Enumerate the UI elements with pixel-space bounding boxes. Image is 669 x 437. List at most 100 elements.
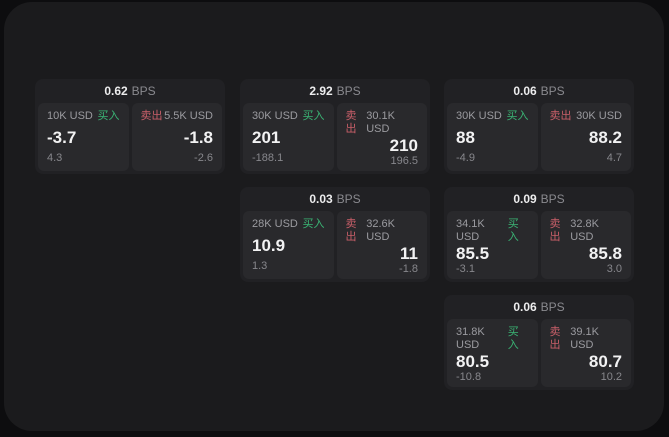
buy-size: 28K USD [252,218,298,230]
card-header: 2.92 BPS [240,79,430,103]
bps-unit-label: BPS [336,84,361,98]
sell-top-row: 卖出 32.6K USD [346,218,419,244]
buy-sub-value: -188.1 [252,152,284,164]
quote-card: 0.06 BPS 30K USD 买入 88 -4.9 卖出 30K USD 8… [444,79,634,174]
sell-sub-value: -1.8 [399,263,418,275]
buy-top-row: 31.8K USD 买入 [456,326,529,352]
sell-panel[interactable]: 卖出 32.6K USD 11 -1.8 [336,211,427,279]
sell-side-label: 卖出 [345,218,357,243]
buy-price: -3.7 [47,128,77,147]
sell-price: 11 [400,244,418,263]
sell-price: 88.2 [588,128,622,147]
sell-side-label: 卖出 [549,218,561,243]
bps-value: 0.06 [513,84,537,98]
sell-size: 32.8K USD [570,218,599,243]
buy-top-row: 30K USD 买入 [456,110,529,123]
quote-panels: 34.1K USD 买入 85.5 -3.1 卖出 32.8K USD 85.8… [444,211,634,282]
buy-size: 10K USD [47,110,93,122]
sell-size: 5.5K USD [164,110,213,122]
sell-top-row: 卖出 39.1K USD [550,326,623,352]
buy-price: 80.5 [456,352,490,371]
buy-side-label: 买入 [507,218,519,243]
quote-panels: 30K USD 买入 88 -4.9 卖出 30K USD 88.2 4.7 [444,103,634,174]
bps-unit-label: BPS [336,192,361,206]
buy-panel[interactable]: 30K USD 买入 201 -188.1 [243,103,334,171]
bps-unit-label: BPS [540,300,565,314]
sell-top-row: 卖出 30.1K USD [346,110,419,136]
quote-card: 2.92 BPS 30K USD 买入 201 -188.1 卖出 30.1K … [240,79,430,174]
sell-size: 32.6K USD [366,218,395,243]
buy-panel[interactable]: 31.8K USD 买入 80.5 -10.8 [447,319,538,387]
bps-value: 0.09 [513,192,537,206]
sell-sub-value: 3.0 [606,263,622,275]
buy-sub-value: -3.1 [456,263,475,275]
buy-sub-value: -10.8 [456,371,482,383]
sell-top-row: 卖出 32.8K USD [550,218,623,244]
sell-side-label: 卖出 [140,110,163,122]
bps-value: 0.06 [513,300,537,314]
sell-sub-value: 196.5 [390,155,418,167]
sell-panel[interactable]: 卖出 30K USD 88.2 4.7 [540,103,631,171]
buy-panel[interactable]: 10K USD 买入 -3.7 4.3 [38,103,129,171]
sell-size: 39.1K USD [570,326,599,351]
quote-panels: 28K USD 买入 10.9 1.3 卖出 32.6K USD 11 -1.8 [240,211,430,282]
sell-panel[interactable]: 卖出 39.1K USD 80.7 10.2 [540,319,631,387]
buy-top-row: 28K USD 买入 [252,218,325,231]
sell-size: 30K USD [576,110,622,122]
buy-sub-value: 4.3 [47,152,63,164]
quote-panels: 10K USD 买入 -3.7 4.3 卖出 5.5K USD -1.8 -2.… [35,103,225,174]
card-header: 0.09 BPS [444,187,634,211]
sell-panel[interactable]: 卖出 30.1K USD 210 196.5 [336,103,427,171]
quote-card: 0.09 BPS 34.1K USD 买入 85.5 -3.1 卖出 32.8K… [444,187,634,282]
bps-unit-label: BPS [540,84,565,98]
card-header: 0.62 BPS [35,79,225,103]
buy-sub-value: -4.9 [456,152,475,164]
buy-side-label: 买入 [302,218,325,230]
buy-top-row: 34.1K USD 买入 [456,218,529,244]
sell-size: 30.1K USD [366,110,395,135]
app-window: 0.62 BPS 10K USD 买入 -3.7 4.3 卖出 5.5K USD… [4,2,664,431]
buy-price: 88 [456,128,475,147]
bps-unit-label: BPS [131,84,156,98]
bps-unit-label: BPS [540,192,565,206]
buy-side-label: 买入 [302,110,325,122]
card-header: 0.03 BPS [240,187,430,211]
buy-panel[interactable]: 30K USD 买入 88 -4.9 [447,103,538,171]
quote-card: 0.62 BPS 10K USD 买入 -3.7 4.3 卖出 5.5K USD… [35,79,225,174]
sell-panel[interactable]: 卖出 32.8K USD 85.8 3.0 [540,211,631,279]
sell-price: 210 [389,136,418,155]
quote-panels: 30K USD 买入 201 -188.1 卖出 30.1K USD 210 1… [240,103,430,174]
buy-top-row: 30K USD 买入 [252,110,325,123]
bps-value: 2.92 [309,84,333,98]
buy-panel[interactable]: 28K USD 买入 10.9 1.3 [243,211,334,279]
sell-side-label: 卖出 [345,110,357,135]
sell-price: 85.8 [588,244,622,263]
buy-top-row: 10K USD 买入 [47,110,120,123]
sell-top-row: 卖出 5.5K USD [141,110,214,123]
sell-price: 80.7 [588,352,622,371]
buy-panel[interactable]: 34.1K USD 买入 85.5 -3.1 [447,211,538,279]
buy-price: 10.9 [252,236,286,255]
card-header: 0.06 BPS [444,295,634,319]
card-header: 0.06 BPS [444,79,634,103]
quote-panels: 31.8K USD 买入 80.5 -10.8 卖出 39.1K USD 80.… [444,319,634,390]
sell-side-label: 卖出 [549,110,572,122]
sell-top-row: 卖出 30K USD [550,110,623,123]
buy-price: 201 [252,128,281,147]
sell-price: -1.8 [183,128,213,147]
buy-sub-value: 1.3 [252,260,268,272]
sell-panel[interactable]: 卖出 5.5K USD -1.8 -2.6 [131,103,222,171]
quote-card: 0.06 BPS 31.8K USD 买入 80.5 -10.8 卖出 39.1… [444,295,634,390]
bps-value: 0.62 [104,84,128,98]
buy-size: 30K USD [456,110,502,122]
buy-side-label: 买入 [507,326,519,351]
buy-side-label: 买入 [506,110,529,122]
buy-side-label: 买入 [97,110,120,122]
quote-card: 0.03 BPS 28K USD 买入 10.9 1.3 卖出 32.6K US… [240,187,430,282]
sell-side-label: 卖出 [549,326,561,351]
buy-price: 85.5 [456,244,490,263]
buy-size: 30K USD [252,110,298,122]
sell-sub-value: -2.6 [194,152,213,164]
buy-size: 34.1K USD [456,218,485,243]
sell-sub-value: 4.7 [606,152,622,164]
